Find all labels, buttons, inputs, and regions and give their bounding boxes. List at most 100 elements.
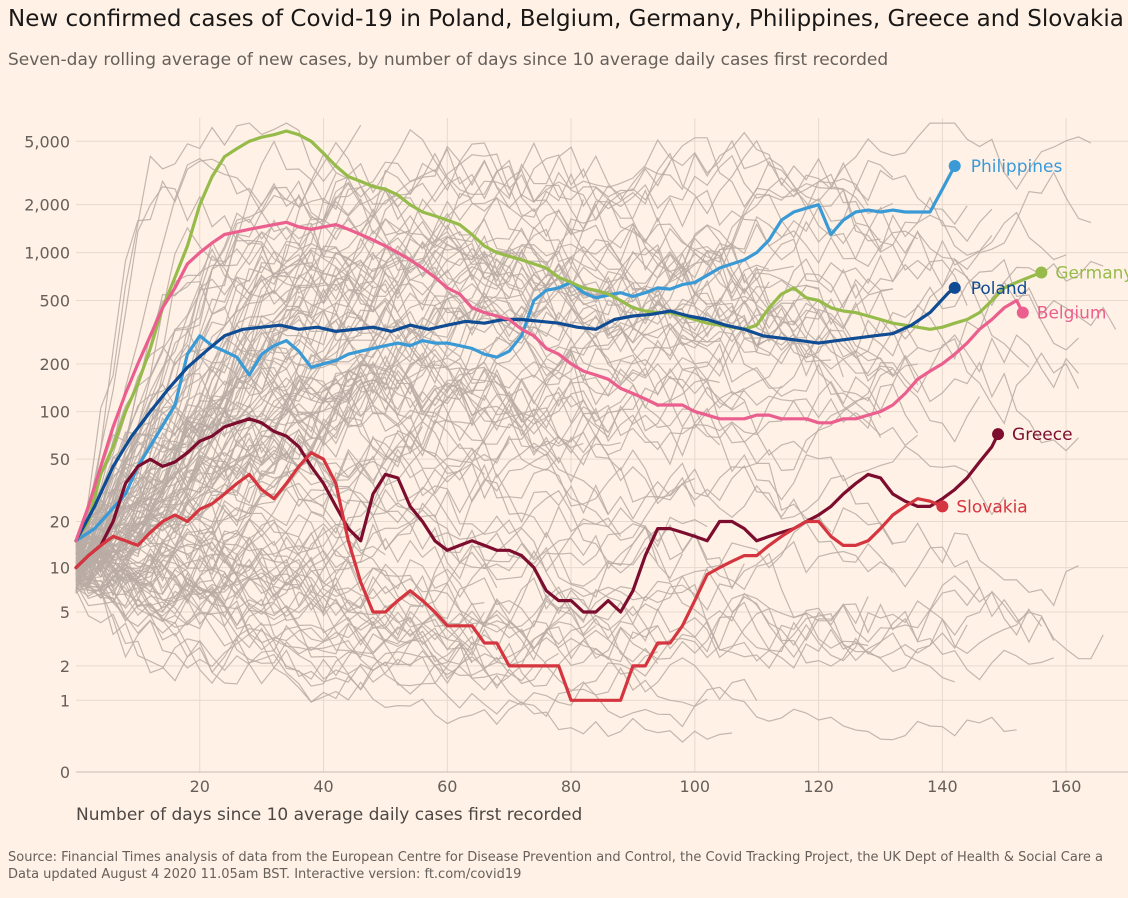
other-country-line [75, 554, 708, 708]
y-tick-label: 50 [50, 450, 70, 469]
other-country-line [75, 222, 794, 547]
other-country-line [75, 387, 1079, 607]
series-line-poland [74, 286, 957, 543]
chart-title: New confirmed cases of Covid-19 in Polan… [8, 6, 1124, 32]
other-country-line [75, 323, 918, 560]
source-note: Source: Financial Times analysis of data… [8, 849, 1128, 883]
other-country-line [75, 241, 1079, 581]
other-country-line [75, 544, 485, 623]
series-line-slovakia [74, 451, 945, 702]
axis-layer: 0 1 2 5 10 20 50 100 200 500 1,000 2,000 5,000 20 40 60… [24, 132, 1128, 796]
other-country-line [75, 589, 733, 743]
other-country-line [75, 176, 349, 579]
other-country-line [75, 307, 362, 588]
other-country-line [75, 128, 894, 567]
y-tick-label: 1 [60, 691, 70, 710]
series-line-greece [74, 417, 1000, 614]
x-tick-label: 20 [190, 777, 210, 796]
other-country-line [75, 441, 510, 592]
x-tick-label: 160 [1051, 777, 1082, 796]
source-line: Source: Financial Times analysis of data… [8, 850, 1103, 865]
other-country-line [75, 197, 473, 574]
other-country-line [75, 302, 832, 554]
series-label-poland: Poland [971, 279, 1028, 299]
x-tick-label: 120 [803, 777, 834, 796]
y-tick-label: 5 [60, 603, 70, 622]
series-label-philippines: Philippines [971, 157, 1063, 177]
series-line-belgium [74, 220, 1025, 543]
y-tick-label: 10 [50, 559, 70, 578]
other-country-line [75, 240, 1079, 554]
x-tick-label: 80 [561, 777, 581, 796]
other-country-line [75, 229, 1104, 590]
other-country-line [75, 490, 622, 585]
other-country-line [75, 273, 547, 550]
other-country-line [75, 529, 572, 627]
other-country-line [75, 522, 386, 610]
series-label-greece: Greece [1012, 425, 1073, 445]
series-line-philippines [74, 164, 957, 543]
x-tick-label: 60 [437, 777, 457, 796]
highlighted-series-layer: Philippines Germany Poland Belgium Greece Slo… [74, 129, 1128, 702]
other-country-line [75, 565, 1042, 683]
other-country-line [75, 186, 770, 594]
other-country-line [75, 527, 1055, 662]
y-tick-label: 1,000 [24, 244, 70, 263]
other-country-line [75, 584, 658, 715]
other-country-line [75, 303, 832, 559]
other-country-line [75, 386, 882, 583]
other-country-line [75, 252, 708, 546]
other-country-line [75, 461, 696, 587]
y-tick-label: 20 [50, 512, 70, 531]
x-tick-label: 140 [927, 777, 958, 796]
other-country-line [75, 562, 1017, 741]
series-label-germany: Germany [1055, 264, 1128, 284]
other-country-line [75, 267, 1030, 578]
series-label-slovakia: Slovakia [956, 497, 1027, 517]
other-country-line [75, 519, 362, 601]
other-country-line [75, 389, 485, 555]
other-country-line [75, 218, 968, 588]
x-axis-label: Number of days since 10 average daily ca… [76, 805, 583, 825]
other-country-line [75, 432, 696, 591]
other-country-line [75, 276, 349, 576]
other-country-line [75, 500, 362, 576]
other-country-line [75, 147, 584, 554]
other-countries-lines [75, 122, 1117, 743]
x-tick-label: 100 [680, 777, 711, 796]
y-tick-label: 100 [39, 403, 70, 422]
other-country-line [75, 563, 758, 702]
other-country-line [75, 390, 596, 563]
chart-subtitle: Seven-day rolling average of new cases, … [8, 50, 889, 70]
other-country-line [75, 185, 374, 584]
other-country-line [75, 281, 894, 560]
other-country-line [75, 448, 894, 580]
updated-line: Data updated August 4 2020 11.05am BST. … [8, 867, 522, 882]
other-country-line [75, 230, 411, 587]
series-label-belgium: Belgium [1037, 304, 1107, 324]
other-country-line [75, 224, 819, 591]
series-end-dot-philippines [948, 159, 961, 172]
y-tick-label: 2 [60, 657, 70, 676]
series-end-dot-germany [1035, 266, 1048, 279]
y-tick-label: 2,000 [24, 196, 70, 215]
series-end-dot-greece [992, 428, 1005, 441]
other-country-line [75, 509, 955, 683]
other-country-line [75, 368, 832, 592]
other-country-line [75, 469, 981, 593]
other-country-line [75, 219, 981, 546]
series-end-dot-belgium [1016, 306, 1029, 319]
y-tick-label: 0 [60, 763, 70, 782]
other-country-line [75, 242, 819, 574]
series-end-dot-poland [948, 281, 961, 294]
series-end-dot-slovakia [936, 500, 949, 513]
other-country-line [75, 154, 869, 582]
other-country-line [75, 576, 547, 665]
series-line-germany [74, 129, 1044, 543]
y-tick-label: 5,000 [24, 132, 70, 151]
other-country-line [75, 305, 646, 552]
y-tick-label: 200 [39, 355, 70, 374]
other-country-line [75, 333, 721, 546]
other-country-line [75, 513, 337, 586]
